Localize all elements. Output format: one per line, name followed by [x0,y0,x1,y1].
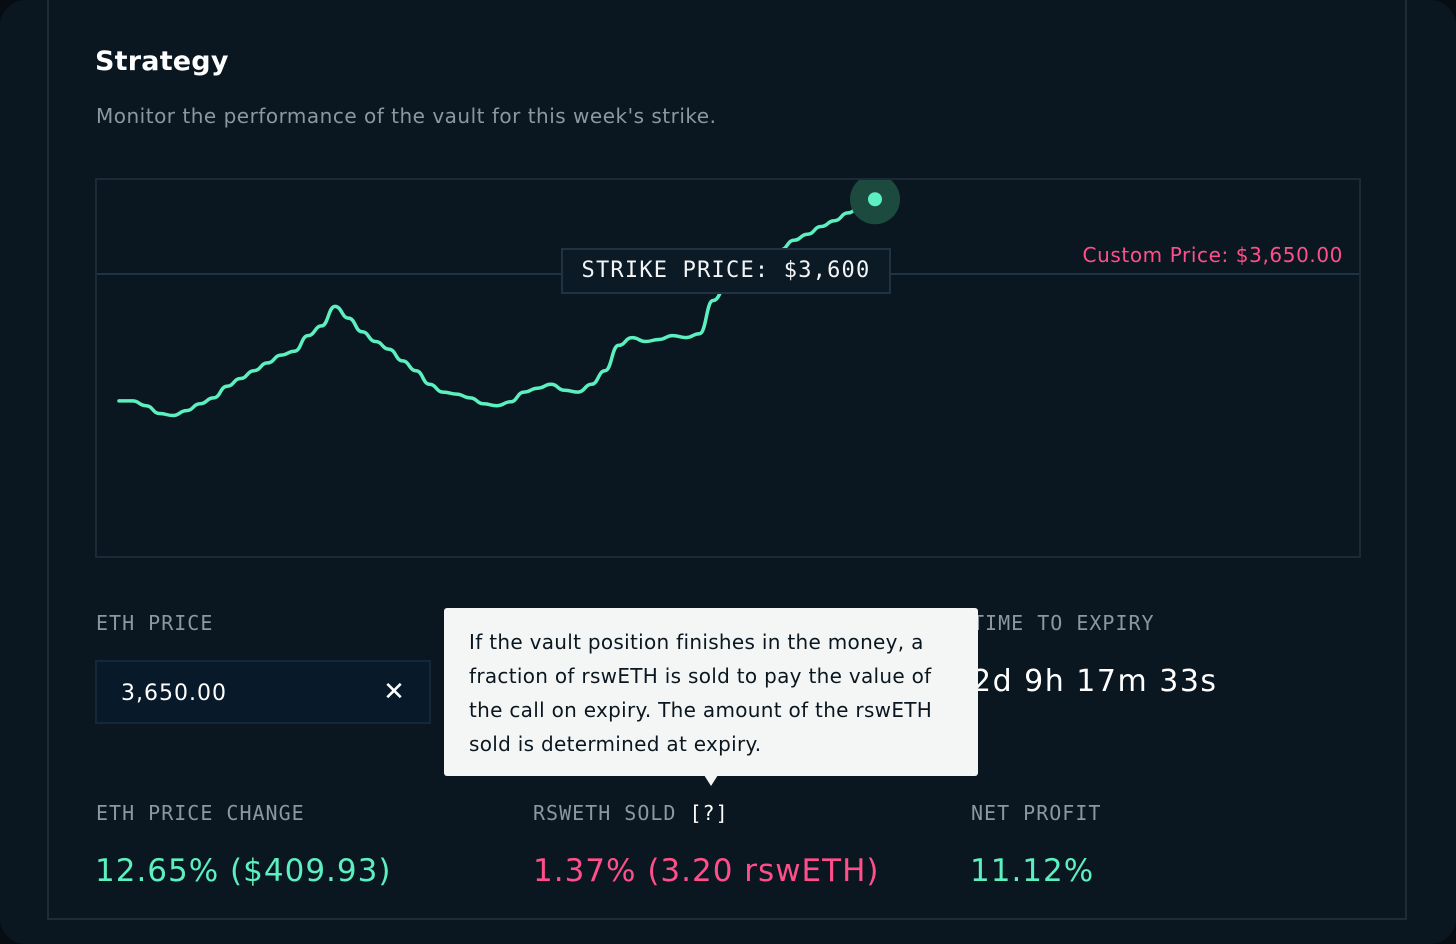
rsweth-sold-help-button[interactable]: [?] [689,801,729,825]
tooltip-line: If the vault position finishes in the mo… [469,630,924,654]
clear-eth-price-button[interactable]: ✕ [381,678,407,706]
tooltip-line: fraction of rswETH is sold to pay the va… [469,664,932,688]
price-chart-svg [97,180,1359,418]
tooltip-line: the call on expiry. The amount of the rs… [469,698,933,722]
time-to-expiry-value: 2d 9h 17m 33s [972,664,1218,699]
rsweth-sold-value: 1.37% (3.20 rswETH) [533,853,880,889]
current-price-marker [868,192,882,207]
net-profit-label: NET PROFIT [971,801,1102,825]
time-to-expiry-label: TIME TO EXPIRY [972,611,1155,635]
tooltip-arrow [704,775,718,786]
eth-price-series-line [117,197,877,418]
rsweth-sold-label: RSWETH SOLD [?] [533,801,729,825]
eth-price-change-value: 12.65% ($409.93) [95,853,392,889]
rsweth-sold-tooltip: If the vault position finishes in the mo… [444,608,978,776]
eth-price-input[interactable] [119,674,363,712]
page-subtitle: Monitor the performance of the vault for… [96,104,717,128]
custom-price-label: Custom Price: $3,650.00 [1082,243,1343,267]
eth-price-label: ETH PRICE [96,611,214,635]
page-title: Strategy [95,46,229,77]
strike-price-badge: STRIKE PRICE: $3,600 [561,248,891,294]
net-profit-value: 11.12% [970,853,1095,889]
rsweth-sold-label-text: RSWETH SOLD [533,801,677,825]
eth-price-field: ✕ [95,660,431,724]
strategy-card [47,0,1407,920]
close-icon: ✕ [383,677,405,707]
eth-price-change-label: ETH PRICE CHANGE [96,801,305,825]
price-chart [95,178,1361,558]
tooltip-line: sold is determined at expiry. [469,732,762,756]
